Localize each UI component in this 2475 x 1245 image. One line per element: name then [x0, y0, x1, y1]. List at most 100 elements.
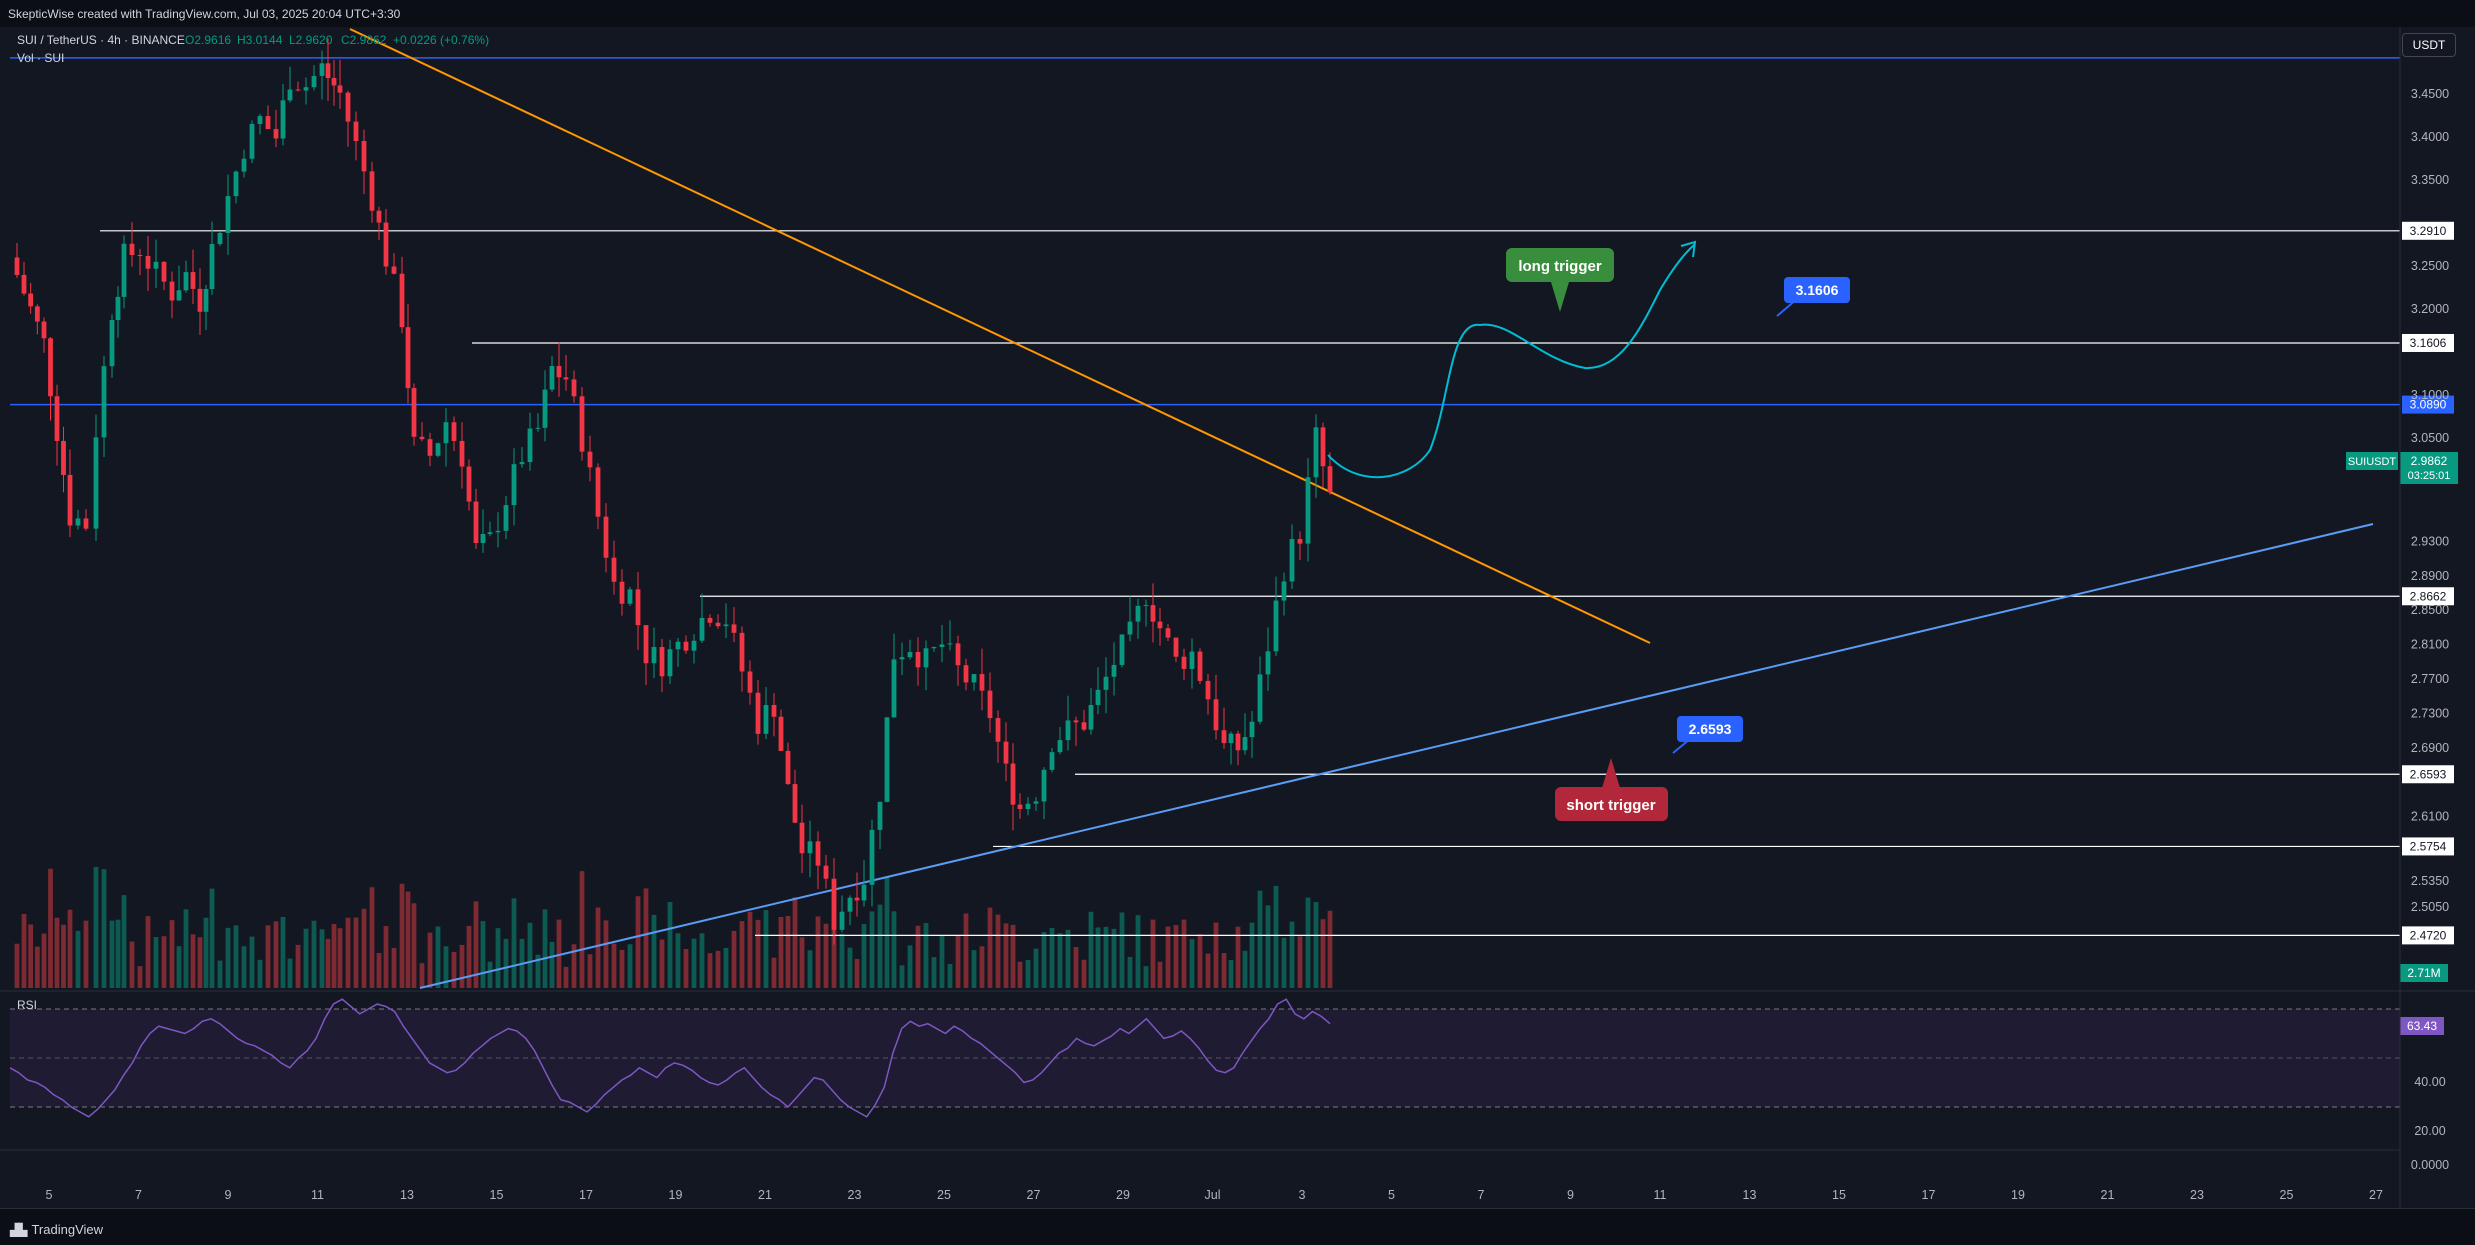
- volume-bar: [1173, 925, 1179, 988]
- volume-bar: [1265, 905, 1271, 988]
- time-tick: 23: [848, 1188, 862, 1202]
- candle-body: [723, 624, 729, 627]
- level-tag-text: 2.6593: [2410, 767, 2447, 781]
- candle-body: [619, 581, 625, 604]
- candle-body: [747, 671, 753, 693]
- volume-bar: [197, 937, 203, 988]
- short-trigger-callout[interactable]: short trigger: [1555, 758, 1668, 821]
- rsi-pane[interactable]: RSI 63.43 40.00 20.00 0.0000: [0, 990, 2475, 1172]
- time-axis[interactable]: 5 7 9 11 13 15 17 19 21 23 25 27 29 Jul 3 5 7 9 11 13 15 17 19…: [46, 1188, 2383, 1202]
- volume-bar: [145, 916, 151, 988]
- candle-body: [331, 78, 337, 86]
- candle-body: [1221, 730, 1227, 744]
- ascending-trendline[interactable]: [419, 523, 2374, 989]
- volume-bar: [265, 925, 271, 988]
- volume-bar: [792, 897, 798, 988]
- candle-body: [861, 884, 867, 901]
- candle-body: [603, 516, 609, 558]
- candle-body: [161, 261, 167, 282]
- level-tag: [2402, 587, 2454, 606]
- volume-bar: [345, 917, 351, 988]
- symbol-tag: SUIUSDT: [2348, 456, 2397, 468]
- volume-bar: [799, 937, 805, 988]
- candle-body: [345, 92, 351, 122]
- volume-bar: [115, 919, 121, 988]
- candle-body: [34, 306, 40, 322]
- candle-body: [225, 196, 231, 234]
- candle-body: [971, 674, 977, 683]
- candle-body: [419, 436, 425, 440]
- horizontal-levels[interactable]: 3.2910 3.1606 3.0890 2.8662 2.6593 2.5754 2.47…: [10, 57, 2454, 945]
- candle-body: [715, 622, 721, 627]
- volume-bar: [495, 928, 501, 988]
- candle-body: [1305, 477, 1311, 544]
- volume-bar: [209, 888, 215, 988]
- long-trigger-callout[interactable]: long trigger: [1506, 248, 1614, 312]
- volume-bar: [579, 871, 585, 988]
- candle-body: [1111, 664, 1117, 677]
- volume-bar: [1103, 926, 1109, 988]
- volume-bar: [807, 950, 813, 988]
- volume-bar: [1049, 927, 1055, 988]
- candle-body: [611, 557, 617, 582]
- volume-bar: [778, 916, 784, 988]
- volume-bar: [28, 924, 34, 988]
- volume-bar: [1119, 912, 1125, 988]
- volume-bar: [1297, 936, 1303, 988]
- volume-bar: [427, 932, 433, 988]
- candle-body: [1197, 651, 1203, 681]
- callout-lower[interactable]: 2.6593: [1672, 716, 1743, 754]
- time-tick: 15: [1832, 1188, 1846, 1202]
- volume-bar: [169, 920, 175, 988]
- legend: SUI / TetherUS · 4h · BINANCE O2.9616 H3…: [17, 33, 489, 65]
- volume-bar: [183, 909, 189, 988]
- ohlc-open: O2.9616: [185, 33, 231, 47]
- callout-upper[interactable]: 3.1606: [1776, 277, 1850, 317]
- candle-body: [249, 123, 255, 159]
- price-tick: 2.8900: [2411, 569, 2449, 583]
- candle-body: [21, 274, 27, 294]
- candle-body: [571, 379, 577, 397]
- volume-bar: [399, 883, 405, 988]
- time-tick: 9: [1567, 1188, 1574, 1202]
- currency-button[interactable]: USDT: [2402, 33, 2456, 57]
- volume-bar: [535, 954, 541, 988]
- candle-body: [1065, 720, 1071, 741]
- candle-body: [635, 589, 641, 626]
- price-tick: 2.5050: [2411, 900, 2449, 914]
- volume-bar: [571, 944, 577, 988]
- time-tick: 13: [1743, 1188, 1757, 1202]
- volume-bar: [67, 909, 73, 988]
- candle-body: [1165, 628, 1171, 638]
- volume-bar: [303, 928, 309, 988]
- volume-bar: [34, 946, 40, 988]
- volume-bar: [1041, 932, 1047, 988]
- tradingview-brand: TradingView: [31, 1222, 104, 1237]
- volume-bar: [1081, 959, 1087, 988]
- candle-body: [511, 464, 517, 506]
- candle-body: [683, 641, 689, 651]
- volume-bar: [915, 925, 921, 988]
- candle-body: [197, 288, 203, 312]
- time-tick: 7: [1478, 1188, 1485, 1202]
- volume-bar: [877, 904, 883, 988]
- descending-trendline[interactable]: [349, 28, 1651, 644]
- candle-body: [947, 643, 953, 645]
- projection-path[interactable]: [1327, 240, 1697, 479]
- volume-bar: [869, 911, 875, 988]
- candle-body: [109, 320, 115, 367]
- trendlines[interactable]: [349, 28, 2374, 989]
- candle-body: [899, 657, 905, 660]
- candle-body: [1242, 737, 1248, 751]
- projection-curve[interactable]: [1327, 243, 1696, 479]
- volume-bar: [319, 929, 325, 988]
- volume-bar: [190, 934, 196, 988]
- tradingview-logo[interactable]: ▟▙ TradingView: [10, 1222, 103, 1237]
- candle-body: [807, 841, 813, 854]
- candle-body: [979, 674, 985, 691]
- annotations[interactable]: long trigger short trigger 3.1606 2.6593: [1506, 248, 1850, 821]
- candle-body: [963, 665, 969, 683]
- volume-bar: [129, 941, 135, 988]
- candle-body: [1289, 539, 1295, 582]
